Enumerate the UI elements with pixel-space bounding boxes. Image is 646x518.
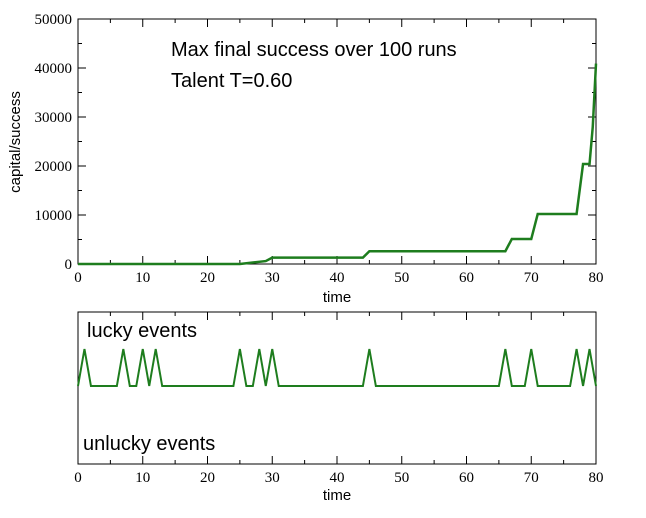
events-ticks xyxy=(77,312,597,464)
events-x-tick-label: 30 xyxy=(265,470,280,486)
events-x-tick-label: 0 xyxy=(74,470,82,486)
unlucky-events-label: unlucky events xyxy=(83,433,215,455)
success-y-tick-label: 10000 xyxy=(35,208,73,224)
success-series-line xyxy=(78,63,598,266)
events-x-tick-label: 60 xyxy=(459,470,474,486)
success-y-tick-label: 20000 xyxy=(35,159,73,175)
success-x-tick-label: 50 xyxy=(394,270,409,286)
success-x-tick-label: 60 xyxy=(459,270,474,286)
success-y-axis-label: capital/success xyxy=(7,91,24,193)
success-x-tick-label: 20 xyxy=(200,270,215,286)
success-annotation-talent: Talent T=0.60 xyxy=(171,70,292,92)
success-x-tick-label: 70 xyxy=(524,270,539,286)
success-annotation-title: Max final success over 100 runs xyxy=(171,39,457,61)
success-x-tick-label: 0 xyxy=(74,270,82,286)
events-x-tick-labels: 0 10 20 30 40 50 60 70 80 xyxy=(74,470,603,486)
success-x-tick-label: 80 xyxy=(589,270,604,286)
success-chart: 0 10 20 30 40 50 60 70 80 0 10000 20000 30000 40000 5… xyxy=(7,12,604,306)
success-y-tick-labels: 0 10000 20000 30000 40000 50000 xyxy=(35,12,73,273)
lucky-events-label: lucky events xyxy=(87,320,197,342)
success-y-tick-label: 50000 xyxy=(35,12,73,28)
success-ticks xyxy=(77,18,597,265)
events-x-tick-label: 70 xyxy=(524,470,539,486)
events-x-tick-label: 40 xyxy=(330,470,345,486)
success-x-tick-label: 30 xyxy=(265,270,280,286)
events-chart: 0 10 20 30 40 50 60 70 80 time lucky events unlu… xyxy=(74,311,604,504)
events-series-line xyxy=(77,348,597,387)
success-x-tick-label: 10 xyxy=(135,270,150,286)
events-x-tick-label: 80 xyxy=(589,470,604,486)
success-y-tick-label: 0 xyxy=(65,257,73,273)
events-x-axis-label: time xyxy=(323,487,351,504)
events-x-tick-label: 50 xyxy=(394,470,409,486)
success-y-tick-label: 40000 xyxy=(35,61,73,77)
events-x-tick-label: 10 xyxy=(135,470,150,486)
success-x-tick-labels: 0 10 20 30 40 50 60 70 80 xyxy=(74,270,603,286)
success-x-axis-label: time xyxy=(323,289,351,306)
events-x-tick-label: 20 xyxy=(200,470,215,486)
success-y-tick-label: 30000 xyxy=(35,110,73,126)
success-x-tick-label: 40 xyxy=(330,270,345,286)
